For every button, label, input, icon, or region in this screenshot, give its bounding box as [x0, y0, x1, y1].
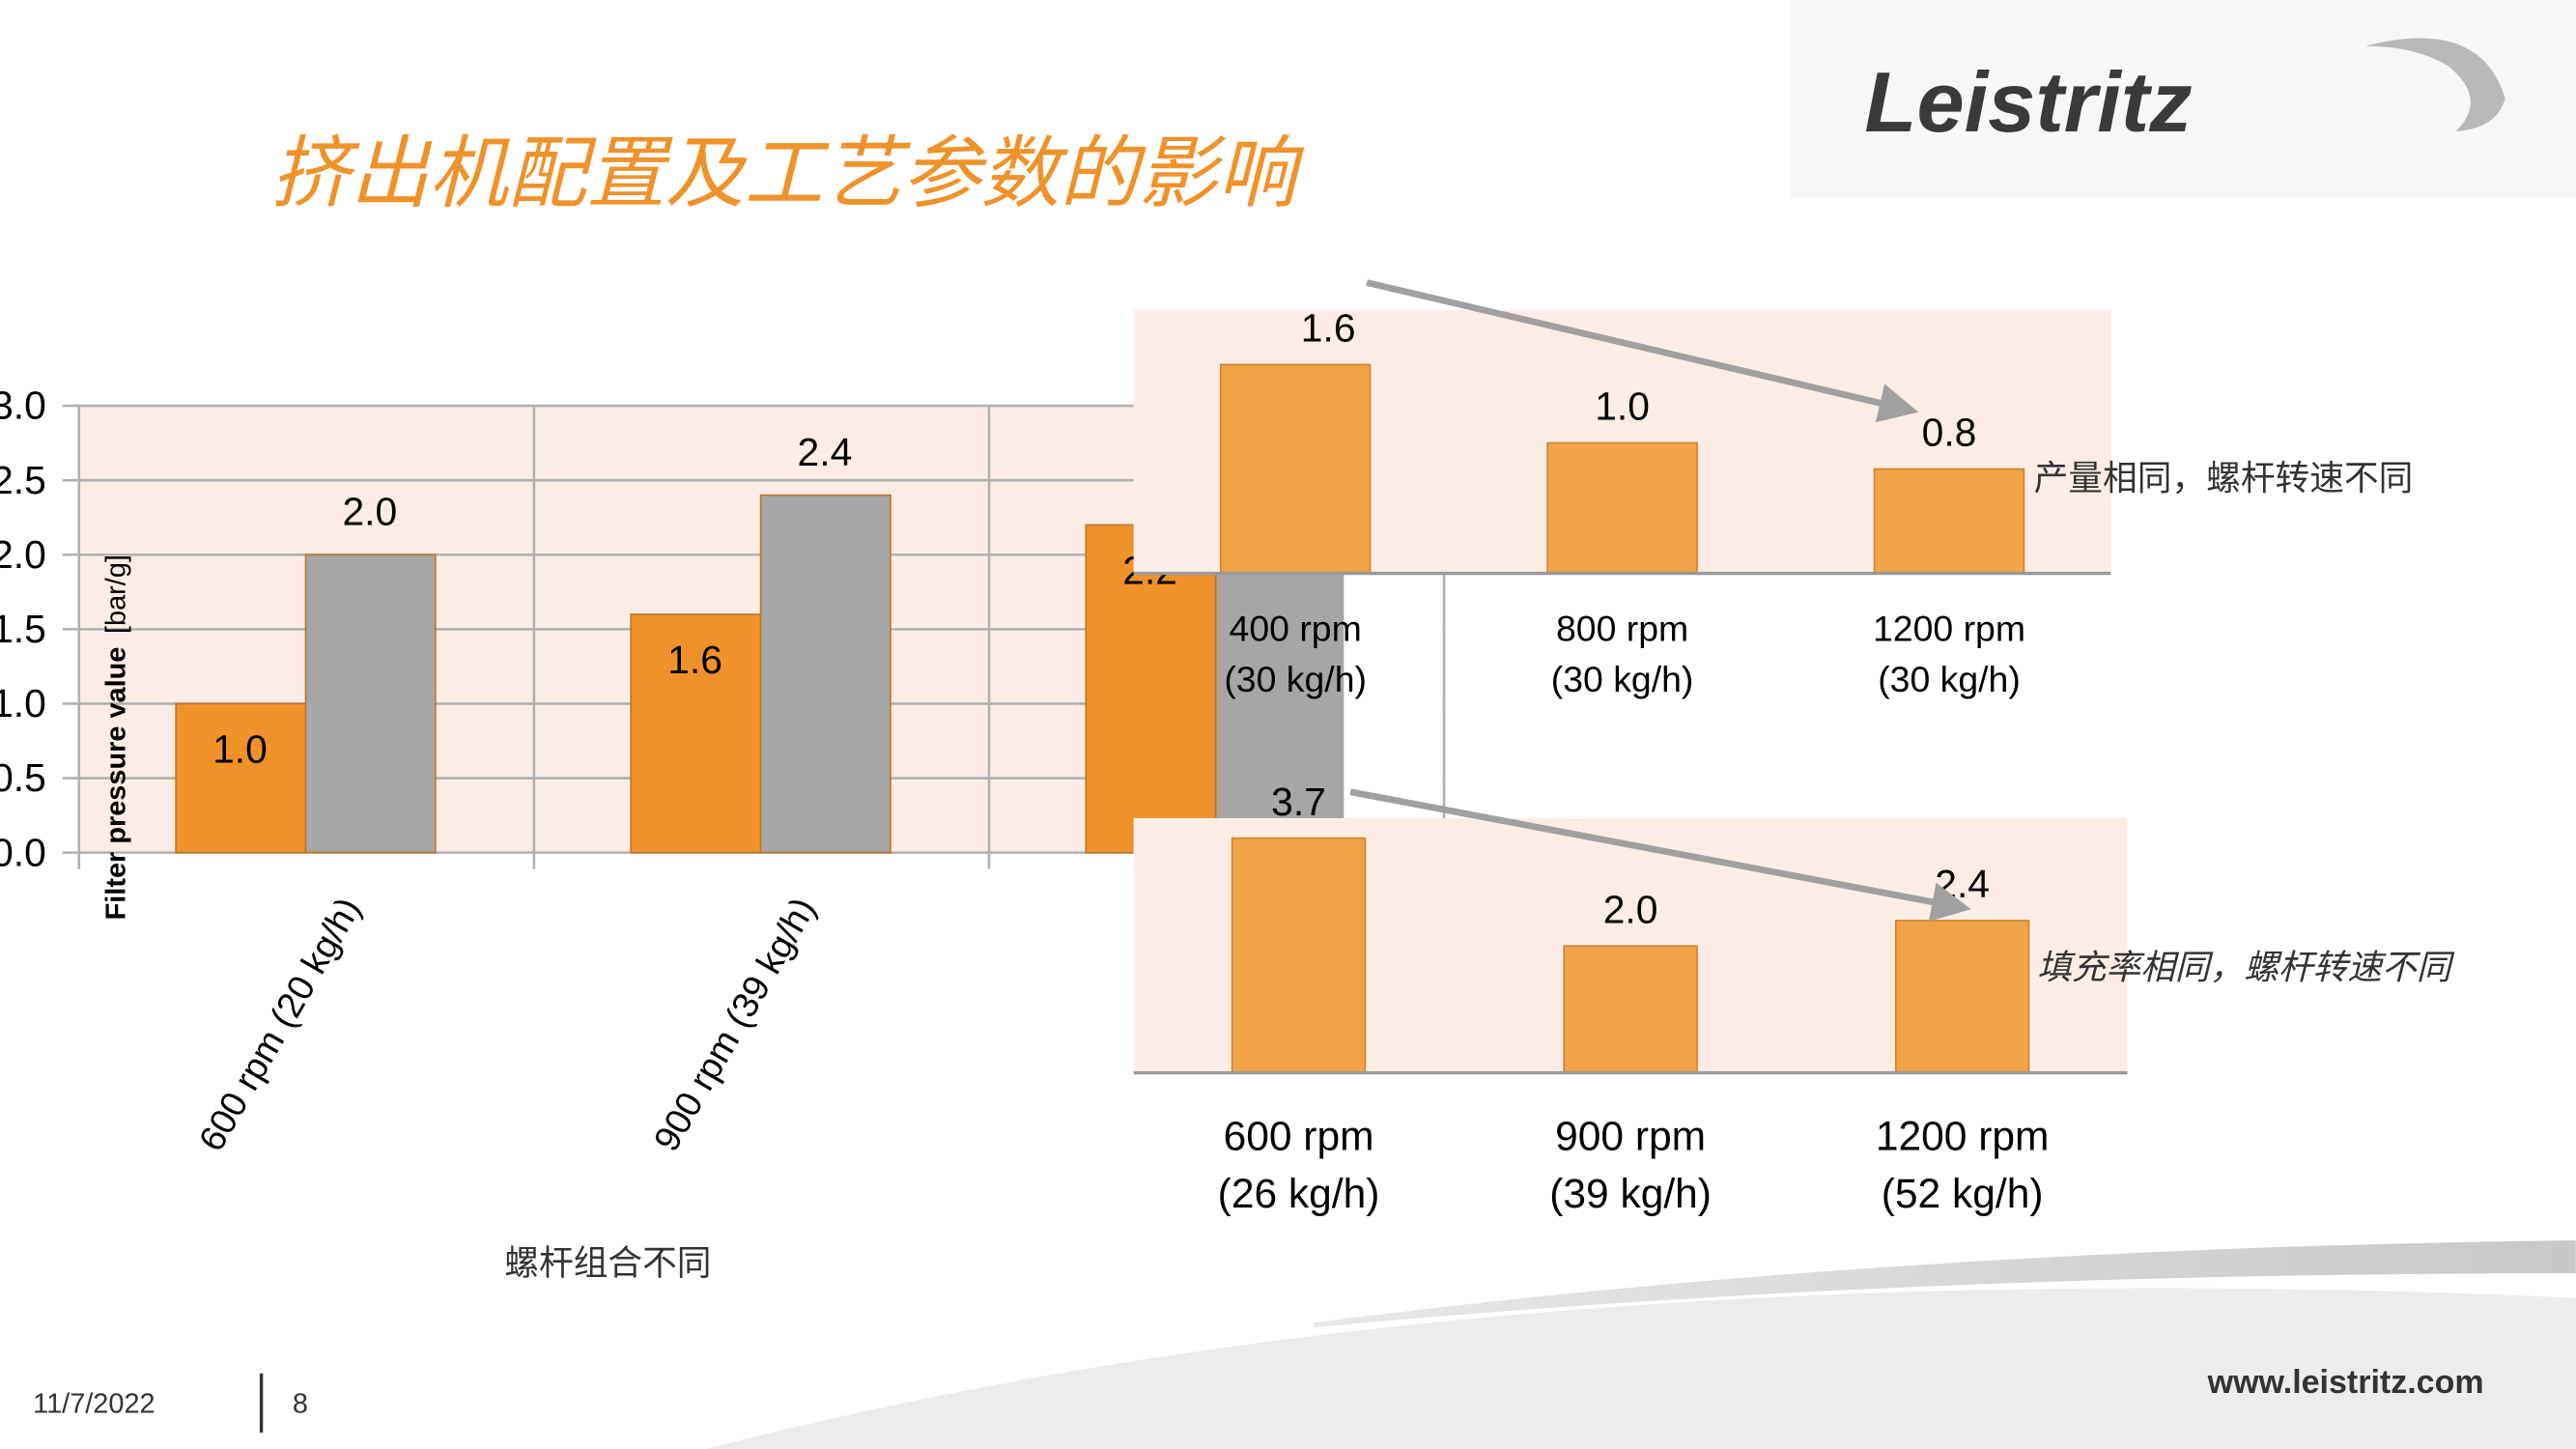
website-link[interactable]: www.leistritz.com: [2207, 1364, 2484, 1401]
data-label: 0.8: [1922, 411, 1977, 455]
trend-arrow-1: [1366, 279, 1919, 423]
y-tick-label: 1.5: [0, 607, 46, 651]
category-sublabel: (30 kg/h): [1551, 659, 1694, 699]
bar-gray: [759, 494, 892, 854]
category-sublabel: (39 kg/h): [1549, 1172, 1712, 1217]
inset-bar: [1873, 468, 2025, 575]
category-label: 400 rpm: [1230, 608, 1362, 648]
inset2-annotation: 填充率相同，螺杆转速不同: [2037, 949, 2455, 987]
inset1-mask: [1344, 573, 1443, 820]
x-axis-title: 螺杆组合不同: [504, 1244, 711, 1283]
logo: Leistritz: [1864, 54, 2192, 150]
bar-orange: [175, 702, 307, 854]
y-tick-label: 0.5: [0, 755, 46, 800]
y-tick-label: 3.0: [0, 384, 46, 428]
category-sublabel: (30 kg/h): [1878, 659, 2021, 699]
y-axis-title: Filter pressure value [bar/g]: [100, 554, 131, 920]
data-label: 2.0: [342, 490, 397, 534]
bar-gray: [1214, 568, 1346, 854]
inset-chart-same-fill: 3.7 600 rpm (26 kg/h) 2.0 900 rpm (39 kg/h) 2.…: [1133, 780, 2455, 1217]
inset1-annotation: 产量相同，螺杆转速不同: [2034, 459, 2414, 497]
page-number: 8: [293, 1389, 308, 1420]
footer-date: 11/7/2022: [33, 1389, 155, 1420]
category-label: 600 rpm: [1224, 1114, 1374, 1159]
data-label: 2.4: [798, 430, 853, 474]
logo-background: [1790, 0, 2576, 198]
data-label: 1.6: [667, 638, 722, 682]
data-label: 1.0: [212, 727, 268, 772]
footer-swoosh: [706, 1288, 2576, 1449]
category-sublabel: (30 kg/h): [1224, 659, 1367, 699]
y-axis-title-text: Filter pressure value: [100, 647, 131, 921]
bar-gray: [304, 554, 437, 854]
inset-bar: [1546, 441, 1698, 575]
data-label: 2.4: [1935, 862, 1990, 906]
inset-bar: [1219, 363, 1372, 575]
category-sublabel: (26 kg/h): [1218, 1172, 1380, 1217]
data-label: 3.7: [1271, 780, 1326, 824]
category-label: 1200 rpm: [1876, 1114, 2050, 1159]
footer-swoosh-line: [1314, 1240, 2576, 1328]
page-title: 挤出机配置及工艺参数的影响: [271, 129, 1304, 217]
y-tick-label: 2.0: [0, 532, 46, 577]
category-label: 800 rpm: [1556, 608, 1688, 648]
data-label: 1.6: [1301, 306, 1356, 351]
y-axis-unit: [bar/g]: [100, 554, 131, 634]
logo-swoosh-icon: [2365, 38, 2505, 132]
inset-bar: [1563, 945, 1698, 1074]
inset-bar: [1231, 837, 1367, 1074]
inset-bar: [1894, 920, 2030, 1074]
inset-chart-same-output: 1.6 400 rpm (30 kg/h) 1.0 800 rpm (30 kg/h) 0.…: [1133, 306, 2414, 820]
y-tick-label: 2.5: [0, 458, 46, 502]
category-label: 1200 rpm: [1873, 608, 2025, 648]
x-tick-label: 900 rpm (39 kg/h): [645, 891, 823, 1158]
category-sublabel: (52 kg/h): [1882, 1172, 2044, 1217]
y-tick-label: 1.0: [0, 681, 46, 725]
category-label: 900 rpm: [1555, 1114, 1706, 1159]
y-tick-label: 0.0: [0, 830, 46, 874]
bar-orange: [630, 613, 762, 854]
data-label: 2.0: [1603, 887, 1658, 931]
trend-arrow-2: [1349, 788, 1971, 922]
x-tick-label: 600 rpm (20 kg/h): [190, 891, 368, 1158]
data-label: 1.0: [1595, 384, 1650, 429]
